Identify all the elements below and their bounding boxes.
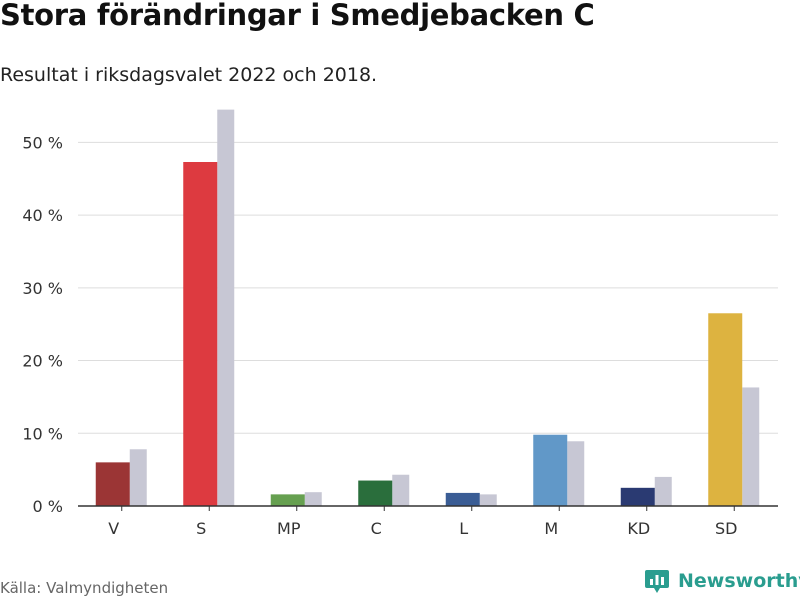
bar-2022-v [95, 462, 130, 506]
y-tick-label: 0 % [33, 497, 63, 516]
y-tick-label: 20 % [22, 352, 63, 371]
bar-2018-mp [304, 492, 322, 506]
source-note: Källa: Valmyndigheten [0, 579, 169, 597]
bars: V S MP C L M KD SD [95, 109, 760, 538]
bar-2022-l [445, 492, 480, 506]
x-tick-label: L [459, 519, 468, 538]
bar-2018-v [129, 449, 147, 506]
chart-title: Stora förändringar i Smedjebacken C [0, 0, 595, 32]
y-axis: 0 % 10 % 20 % 30 % 40 % 50 % [22, 133, 63, 516]
y-tick-label: 10 % [22, 424, 63, 443]
chart-subtitle: Resultat i riksdagsvalet 2022 och 2018. [0, 64, 378, 86]
bar-2022-sd [708, 313, 743, 506]
bar-2022-c [358, 480, 393, 506]
bar-chart-logo-icon [645, 570, 669, 593]
y-tick-label: 30 % [22, 279, 63, 298]
gridlines [78, 141, 778, 434]
brand-name: Newsworthy [678, 570, 800, 592]
bar-2018-c [392, 474, 410, 506]
y-tick-label: 50 % [22, 133, 63, 152]
y-tick-label: 40 % [22, 206, 63, 225]
x-tick-label: C [371, 519, 382, 538]
x-tick-label: KD [627, 519, 650, 538]
x-tick-label: M [544, 519, 558, 538]
brand-logo[interactable]: Newsworthy [644, 568, 800, 594]
bar-2018-m [567, 441, 585, 506]
bar-2022-kd [620, 487, 655, 506]
bar-2022-s [183, 162, 218, 506]
bar-2022-m [533, 434, 568, 506]
bar-2022-mp [270, 494, 305, 506]
bar-2018-kd [654, 476, 672, 506]
x-tick-label: S [196, 519, 206, 538]
x-tick-label: MP [277, 519, 301, 538]
bar-2018-sd [742, 387, 760, 506]
bar-2018-l [479, 494, 497, 506]
bar-2018-s [217, 109, 235, 507]
x-tick-label: V [108, 519, 119, 538]
x-tick-label: SD [715, 519, 737, 538]
